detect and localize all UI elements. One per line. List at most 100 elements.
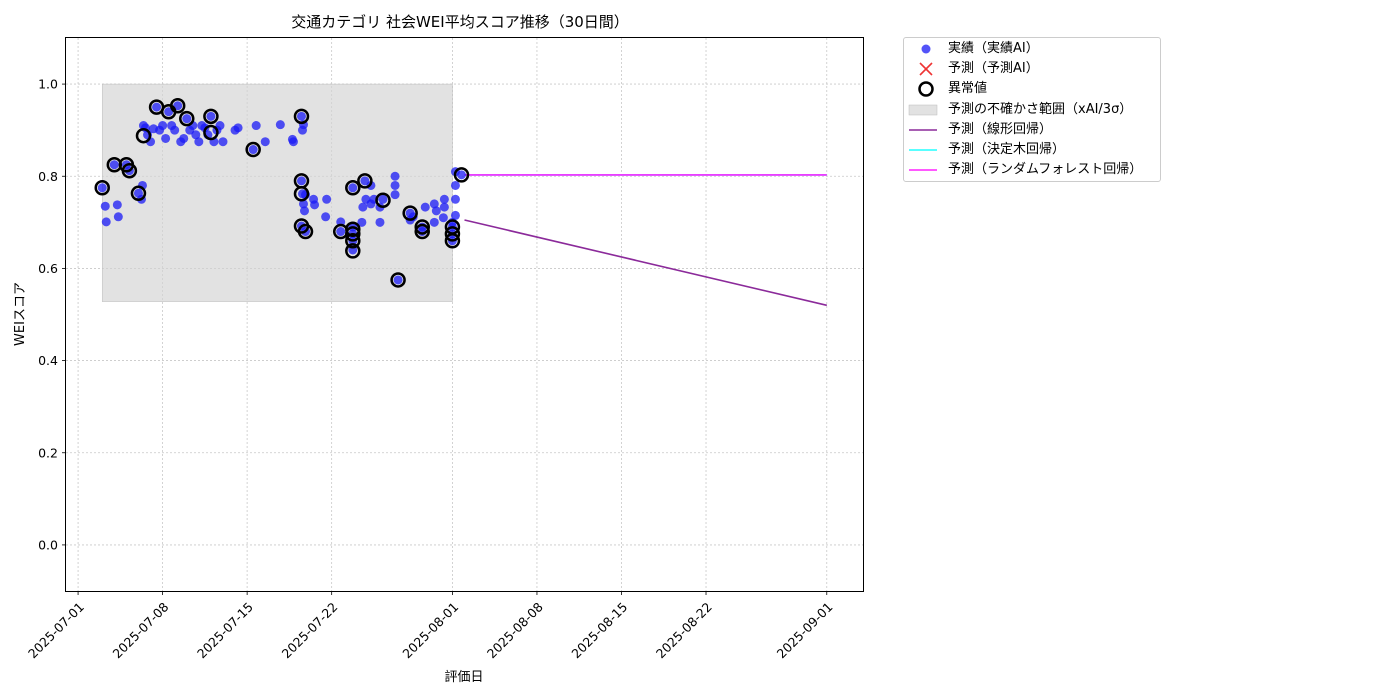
actual-point [310,200,320,210]
y-tick-label: 0.8 [38,169,58,184]
actual-point [182,114,192,124]
actual-point [97,183,107,193]
uncertainty-band-rect [101,83,453,302]
anomaly-marker [414,223,430,240]
anomaly-marker [444,226,461,242]
actual-point [429,217,439,227]
actual-point [450,180,460,190]
actual-point [112,200,122,210]
predicted-cross-icon [919,62,933,76]
actual-point [390,171,400,181]
actual-point [170,125,180,135]
band-patch-icon [908,104,938,116]
actual-point [275,120,285,130]
y-axis: 0.0 0.2 0.4 0.6 0.8 1.0 [38,77,66,552]
anomaly-marker [414,219,430,235]
chart-title: 交通カテゴリ 社会WEI平均スコア推移（30日間） [291,13,629,31]
anomaly-marker [345,243,361,259]
actual-point [431,206,441,216]
anomaly-marker [444,233,461,249]
anomaly-marker [203,124,219,141]
x-tick-label: 2025-08-22 [653,599,715,661]
x-tick-label: 2025-07-01 [25,599,87,661]
tree-line-icon [909,149,937,151]
x-axis: 2025-07-01 2025-07-08 2025-07-15 2025-07-22… [25,591,836,661]
actual-point [450,210,460,220]
anomaly-marker [345,233,361,249]
anomaly-marker [453,167,470,183]
legend-item-linear: 予測（線形回帰） [904,120,1160,140]
legend: 実績（実績AI） 予測（予測AI） 異常値 予測の不確かさ範囲（xAI/3σ） … [903,37,1161,182]
actual-point [260,137,270,147]
y-tick-label: 0.6 [38,261,58,276]
anomaly-marker [121,162,138,179]
actual-point [109,160,119,170]
y-tick-label: 0.2 [38,445,58,460]
actual-point [194,137,204,147]
x-tick-label: 2025-09-01 [774,599,836,661]
actual-point [336,217,346,227]
actual-point [375,217,385,227]
actual-point [390,180,400,190]
legend-item-predicted: 予測（予測AI） [904,59,1160,79]
forest-line-icon [909,169,937,171]
actual-point [322,194,332,204]
actual-point [233,123,243,133]
actual-point [348,183,358,193]
actual-point [101,217,111,227]
legend-label-forest: 予測（ランダムフォレスト回帰） [948,162,1143,177]
legend-item-actual: 実績（実績AI） [904,39,1160,59]
x-tick-label: 2025-07-15 [194,599,256,661]
anomaly-ring-icon [918,81,934,97]
anomaly-marker [293,108,310,125]
actual-point [179,133,189,143]
anomaly-marker [203,108,219,125]
actual-point [298,199,308,209]
anomaly-marker [402,205,418,221]
linear-line-icon [909,129,937,131]
x-tick-label: 2025-08-08 [484,599,546,661]
actual-point [215,121,225,131]
anomaly-markers [94,97,470,288]
actual-points [97,101,466,285]
actual-point [251,121,261,131]
anomaly-marker [390,272,406,288]
actual-point [113,212,123,222]
x-tick-label: 2025-08-15 [568,599,630,661]
actual-point [191,130,201,140]
plot-frame [65,37,864,592]
anomaly-marker [345,180,361,196]
actual-point [456,170,466,180]
x-axis-label: 評価日 [444,670,483,685]
prediction-lines [464,174,827,307]
legend-label-band: 予測の不確かさ範囲（xAI/3σ） [948,102,1133,117]
anomaly-marker [245,141,261,158]
actual-point [336,227,346,237]
anomaly-marker [375,192,391,208]
anomaly-marker [135,127,152,144]
y-tick-label: 1.0 [38,77,58,92]
anomaly-marker [130,185,147,202]
actual-point [100,201,110,211]
actual-point [288,137,298,147]
anomaly-marker [94,180,110,196]
legend-item-band: 予測の不確かさ範囲（xAI/3σ） [904,100,1160,120]
anomaly-marker [345,226,361,242]
legend-item-tree: 予測（決定木回帰） [904,140,1160,160]
legend-label-actual: 実績（実績AI） [948,41,1039,56]
actual-point [248,145,258,155]
actual-point [299,206,309,216]
legend-label-linear: 予測（線形回帰） [948,122,1053,137]
actual-point [393,275,403,285]
actual-point [357,217,367,227]
x-tick-label: 2025-08-01 [399,599,461,661]
actual-point [206,111,216,121]
actual-point [450,194,460,204]
x-tick-label: 2025-07-08 [110,599,172,661]
anomaly-marker [357,173,373,189]
actual-point [378,194,388,204]
anomaly-marker [179,110,195,127]
actual-point [218,137,228,147]
actual-point [161,133,171,143]
